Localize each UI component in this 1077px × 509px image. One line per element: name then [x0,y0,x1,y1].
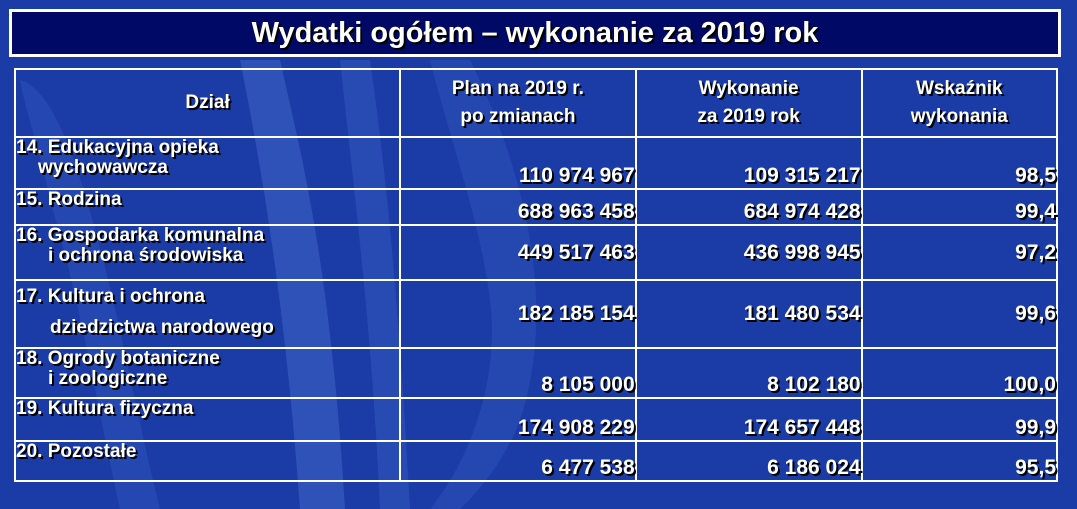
row-wskaznik: 99,6 [860,279,1059,349]
row-wykonanie: 436 998 945 [634,224,863,281]
row-name-line2: dziedzictwa narodowego [50,317,274,338]
header-dzial: Dział [13,68,402,138]
row-plan: 8 105 000 [399,347,637,399]
row-wskaznik: 99,4 [860,188,1059,226]
table-row: 15. Rodzina 688 963 458 684 974 428 99,4 [13,188,1059,226]
row-wskaznik: 98,5 [860,136,1059,190]
row-name-line1: 15. Rodzina [16,189,122,210]
row-name-line1: 17. Kultura i ochrona [16,286,205,307]
title-banner: Wydatki ogółem – wykonanie za 2019 rok [9,9,1061,57]
row-wykonanie: 174 657 448 [634,397,863,442]
row-name-line2: i ochrona środowiska [48,245,244,266]
row-wykonanie: 6 186 024 [634,440,863,482]
row-name-line1: 18. Ogrody botaniczne [16,348,220,369]
row-plan: 6 477 538 [399,440,637,482]
header-wskaznik-line1: Wskaźnik [915,78,1003,99]
header-wskaznik-line2: wykonania [910,106,1008,127]
row-wskaznik: 99,9 [860,397,1059,442]
table-header-row: Dział Plan na 2019 r. po zmianach Wykona… [13,68,1059,138]
row-name: 19. Kultura fizyczna [13,397,402,442]
row-wykonanie: 109 315 217 [634,136,863,190]
header-wykonanie-line2: za 2019 rok [697,106,800,127]
row-name: 20. Pozostałe [13,440,402,482]
header-wskaznik: Wskaźnik wykonania [860,68,1059,138]
header-wykonanie-line1: Wykonanie [698,78,799,99]
row-name: 17. Kultura i ochrona dziedzictwa narodo… [13,279,402,349]
header-plan-line1: Plan na 2019 r. [451,78,584,99]
header-plan: Plan na 2019 r. po zmianach [399,68,637,138]
row-name-line1: 20. Pozostałe [16,441,137,462]
row-plan: 449 517 463 [399,224,637,281]
row-plan: 110 974 967 [399,136,637,190]
row-name: 18. Ogrody botaniczne i zoologiczne [13,347,402,399]
expenditure-table: Dział Plan na 2019 r. po zmianach Wykona… [13,68,1059,482]
row-name: 14. Edukacyjna opieka wychowawcza [13,136,402,190]
row-name-line1: 14. Edukacyjna opieka [16,137,219,158]
row-wskaznik: 95,5 [860,440,1059,482]
table-row: 18. Ogrody botaniczne i zoologiczne 8 10… [13,347,1059,399]
row-name-line1: 19. Kultura fizyczna [16,398,194,419]
table-row: 16. Gospodarka komunalna i ochrona środo… [13,224,1059,281]
table-row: 17. Kultura i ochrona dziedzictwa narodo… [13,279,1059,349]
row-name: 15. Rodzina [13,188,402,226]
row-plan: 174 908 229 [399,397,637,442]
row-wskaznik: 100,0 [860,347,1059,399]
row-name: 16. Gospodarka komunalna i ochrona środo… [13,224,402,281]
header-plan-line2: po zmianach [460,106,576,127]
row-wykonanie: 8 102 180 [634,347,863,399]
row-name-line1: 16. Gospodarka komunalna [16,225,265,246]
row-wykonanie: 684 974 428 [634,188,863,226]
table-row: 19. Kultura fizyczna 174 908 229 174 657… [13,397,1059,442]
row-wskaznik: 97,2 [860,224,1059,281]
table-row: 20. Pozostałe 6 477 538 6 186 024 95,5 [13,440,1059,482]
table-row: 14. Edukacyjna opieka wychowawcza 110 97… [13,136,1059,190]
row-plan: 688 963 458 [399,188,637,226]
row-name-line2: i zoologiczne [48,368,168,389]
row-plan: 182 185 154 [399,279,637,349]
page-title: Wydatki ogółem – wykonanie za 2019 rok [251,16,819,49]
header-wykonanie: Wykonanie za 2019 rok [634,68,863,138]
row-wykonanie: 181 480 534 [634,279,863,349]
row-name-line2: wychowawcza [38,157,168,178]
